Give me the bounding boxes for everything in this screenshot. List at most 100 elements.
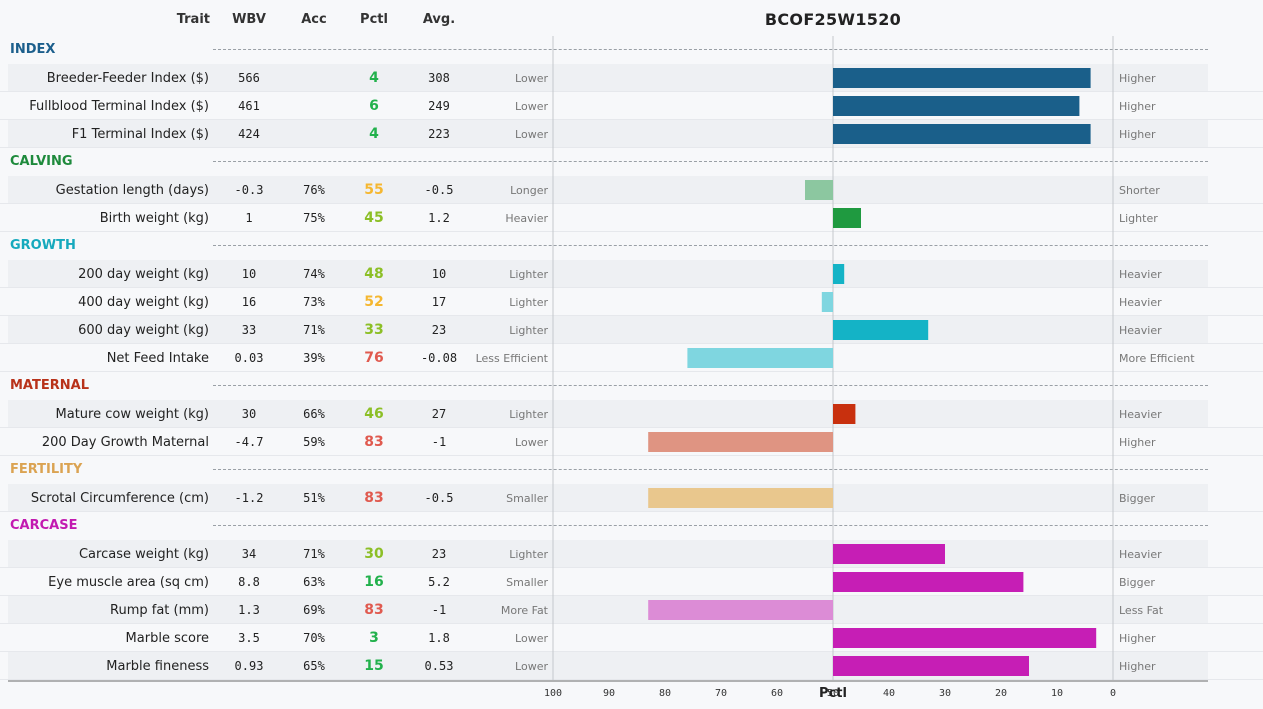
percentile-value: 4 [369, 70, 379, 86]
high-direction-label: Higher [1119, 100, 1156, 113]
header-avg: Avg. [422, 12, 456, 27]
accuracy-value: 66% [303, 407, 325, 421]
header-trait: Trait [176, 12, 210, 27]
percentile-value: 76 [364, 350, 384, 366]
trait-row: Mature cow weight (kg) 30 66% 46 27 Lighter He… [0, 400, 1263, 428]
high-direction-label: Higher [1119, 128, 1156, 141]
percentile-value: 48 [364, 266, 384, 282]
trait-name: Rump fat (mm) [110, 603, 209, 618]
high-direction-label: Lighter [1119, 212, 1158, 225]
trait-name: Mature cow weight (kg) [55, 407, 209, 422]
low-direction-label: Lower [515, 632, 548, 645]
section-header: CARCASE [0, 512, 1263, 540]
accuracy-value: 51% [303, 491, 325, 505]
x-tick-label: 0 [1110, 688, 1116, 699]
header-acc: Acc [301, 12, 327, 27]
average-value: 5.2 [428, 575, 450, 589]
trait-row: F1 Terminal Index ($) 424 4 223 Lower Higher [0, 120, 1263, 148]
average-value: 23 [431, 547, 447, 561]
trait-name: Breeder-Feeder Index ($) [46, 71, 209, 86]
section-header: INDEX [0, 36, 1263, 64]
row-background [8, 316, 1208, 343]
average-value: -1 [431, 435, 447, 449]
high-direction-label: Shorter [1119, 184, 1160, 197]
high-direction-label: Heavier [1119, 296, 1162, 309]
wbv-value: 34 [241, 547, 257, 561]
trait-name: F1 Terminal Index ($) [71, 127, 209, 142]
high-direction-label: Higher [1119, 436, 1156, 449]
x-tick-label: 10 [1051, 688, 1063, 699]
accuracy-value: 70% [303, 631, 325, 645]
section-divider [213, 49, 1208, 50]
high-direction-label: Higher [1119, 660, 1156, 673]
header-pctl: Pctl [360, 12, 388, 27]
trait-row: Net Feed Intake 0.03 39% 76 -0.08 Less Effici… [0, 344, 1263, 372]
average-value: 23 [431, 323, 447, 337]
trait-name: Net Feed Intake [106, 351, 209, 366]
percentile-value: 4 [369, 126, 379, 142]
accuracy-value: 71% [303, 547, 325, 561]
low-direction-label: Lower [515, 128, 548, 141]
table-header: Trait WBV Acc Pctl Avg. BCOF25W1520 [0, 0, 1263, 36]
accuracy-value: 59% [303, 435, 325, 449]
trait-row: 200 Day Growth Maternal -4.7 59% 83 -1 Lower H… [0, 428, 1263, 456]
percentile-value: 16 [364, 574, 384, 590]
accuracy-value: 75% [303, 211, 325, 225]
percentile-value: 45 [364, 210, 384, 226]
section-title: CALVING [10, 154, 73, 169]
accuracy-value: 71% [303, 323, 325, 337]
high-direction-label: Heavier [1119, 548, 1162, 561]
accuracy-value: 73% [303, 295, 325, 309]
trait-name: Marble fineness [106, 659, 209, 674]
trait-row: Marble score 3.5 70% 3 1.8 Lower Higher [0, 624, 1263, 652]
high-direction-label: Heavier [1119, 268, 1162, 281]
wbv-value: 10 [241, 267, 257, 281]
trait-row: 600 day weight (kg) 33 71% 33 23 Lighter Heavi… [0, 316, 1263, 344]
wbv-value: -1.2 [234, 491, 264, 505]
low-direction-label: Longer [510, 184, 548, 197]
low-direction-label: Lighter [509, 548, 548, 561]
row-background [8, 484, 1208, 511]
accuracy-value: 69% [303, 603, 325, 617]
trait-row: Fullblood Terminal Index ($) 461 6 249 Lower… [0, 92, 1263, 120]
wbv-value: 3.5 [238, 631, 260, 645]
section-title: CARCASE [10, 518, 78, 533]
low-direction-label: Heavier [505, 212, 548, 225]
trait-name: 400 day weight (kg) [78, 295, 209, 310]
chart-title: BCOF25W1520 [764, 10, 902, 29]
section-header: GROWTH [0, 232, 1263, 260]
row-background [8, 540, 1208, 567]
x-tick-label: 80 [659, 688, 671, 699]
trait-row: Carcase weight (kg) 34 71% 30 23 Lighter Heavi… [0, 540, 1263, 568]
x-tick-label: 40 [883, 688, 895, 699]
trait-name: Birth weight (kg) [99, 211, 209, 226]
wbv-value: 8.8 [238, 575, 260, 589]
trait-row: Birth weight (kg) 1 75% 45 1.2 Heavier Lighter [0, 204, 1263, 232]
average-value: 0.53 [424, 659, 454, 673]
high-direction-label: Bigger [1119, 492, 1155, 505]
low-direction-label: Lower [515, 436, 548, 449]
low-direction-label: Smaller [506, 492, 548, 505]
trait-row: Gestation length (days) -0.3 76% 55 -0.5 Long… [0, 176, 1263, 204]
percentile-value: 83 [364, 602, 384, 618]
low-direction-label: Less Efficient [475, 352, 548, 365]
trait-row: 400 day weight (kg) 16 73% 52 17 Lighter Heavi… [0, 288, 1263, 316]
average-value: 223 [428, 127, 450, 141]
low-direction-label: Lighter [509, 408, 548, 421]
trait-name: 200 Day Growth Maternal [41, 435, 209, 450]
x-axis-title: Pctl [819, 686, 847, 701]
accuracy-value: 39% [303, 351, 325, 365]
low-direction-label: Smaller [506, 576, 548, 589]
section-title: MATERNAL [10, 378, 89, 393]
percentile-value: 3 [369, 630, 379, 646]
section-header: FERTILITY [0, 456, 1263, 484]
average-value: -0.5 [424, 491, 454, 505]
trait-row: Breeder-Feeder Index ($) 566 4 308 Lower High… [0, 64, 1263, 92]
trait-name: 600 day weight (kg) [78, 323, 209, 338]
trait-row: Rump fat (mm) 1.3 69% 83 -1 More Fat Less Fat [0, 596, 1263, 624]
low-direction-label: Lower [515, 660, 548, 673]
average-value: 1.2 [428, 211, 450, 225]
x-tick-label: 100 [544, 688, 562, 699]
average-value: 249 [428, 99, 450, 113]
accuracy-value: 65% [303, 659, 325, 673]
